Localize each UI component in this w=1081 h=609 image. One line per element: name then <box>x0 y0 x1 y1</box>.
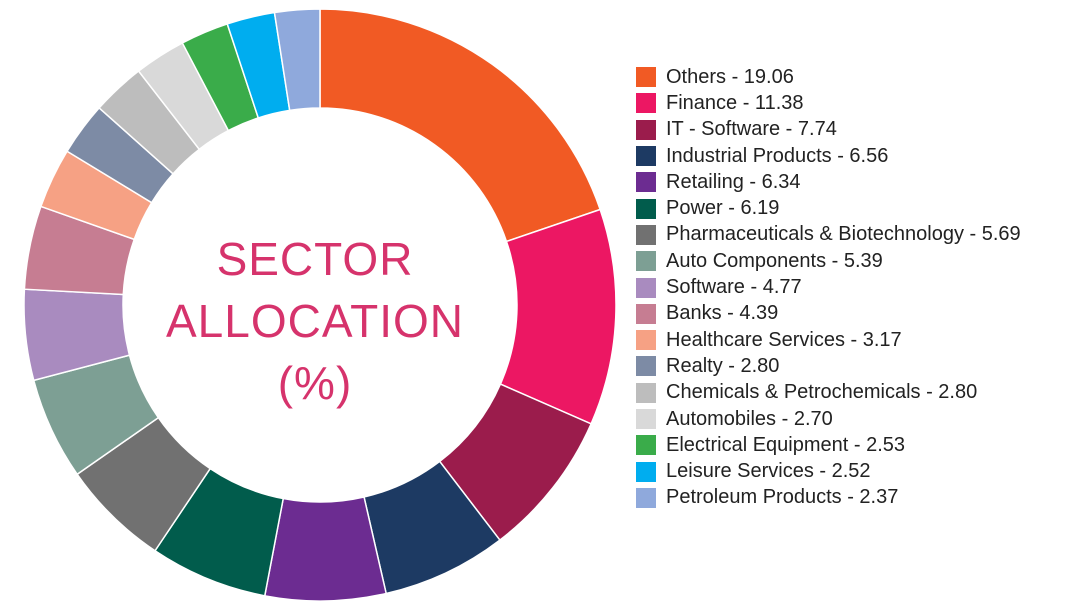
legend-item: Healthcare Services - 3.17 <box>636 327 1076 353</box>
donut-slice-16 <box>273 8 321 112</box>
legend-item: Industrial Products - 6.56 <box>636 143 1076 169</box>
legend-swatch <box>636 461 656 482</box>
legend-swatch <box>636 330 656 351</box>
legend-label: Automobiles - 2.70 <box>666 407 833 430</box>
legend-label: Power - 6.19 <box>666 197 780 220</box>
legend-swatch <box>636 303 656 324</box>
legend-swatch <box>636 382 656 403</box>
legend-label: Industrial Products - 6.56 <box>666 144 889 167</box>
legend-label: Finance - 11.38 <box>666 91 804 114</box>
legend-item: Automobiles - 2.70 <box>636 406 1076 432</box>
legend-item: Pharmaceuticals & Biotechnology - 5.69 <box>636 222 1076 248</box>
chart-title-line-1: SECTOR <box>216 233 414 285</box>
chart-legend: Others - 19.06 Finance - 11.38 IT - Softwa… <box>636 64 1076 511</box>
legend-label: Banks - 4.39 <box>666 302 779 325</box>
donut-slice-4 <box>263 496 388 602</box>
legend-item: Auto Components - 5.39 <box>636 248 1076 274</box>
legend-swatch <box>636 119 656 140</box>
legend-swatch <box>636 356 656 377</box>
legend-swatch <box>636 409 656 429</box>
legend-item: Petroleum Products - 2.37 <box>636 485 1076 511</box>
legend-item: Software - 4.77 <box>636 274 1076 300</box>
legend-label: Software - 4.77 <box>666 276 802 299</box>
legend-swatch <box>636 172 656 193</box>
legend-swatch <box>636 251 656 272</box>
legend-item: Chemicals & Petrochemicals - 2.80 <box>636 380 1076 406</box>
chart-title-line-2: ALLOCATION <box>166 295 464 347</box>
legend-label: Auto Components - 5.39 <box>666 249 883 272</box>
legend-swatch <box>636 146 656 167</box>
legend-item: Realty - 2.80 <box>636 353 1076 379</box>
legend-swatch <box>636 487 656 508</box>
legend-label: Healthcare Services - 3.17 <box>666 328 902 351</box>
legend-label: Leisure Services - 2.52 <box>666 460 871 483</box>
legend-item: Banks - 4.39 <box>636 301 1076 327</box>
donut-slice-0 <box>319 8 602 243</box>
legend-item: Finance - 11.38 <box>636 90 1076 116</box>
legend-item: Power - 6.19 <box>636 195 1076 221</box>
legend-label: Chemicals & Petrochemicals - 2.80 <box>666 381 978 404</box>
chart-title-line-3: (%) <box>277 357 353 409</box>
legend-swatch <box>636 198 656 219</box>
legend-swatch <box>636 277 656 298</box>
legend-label: Retailing - 6.34 <box>666 170 801 193</box>
legend-swatch <box>636 224 656 245</box>
legend-swatch <box>636 435 656 456</box>
chart-title: SECTOR ALLOCATION (%) <box>160 228 470 414</box>
legend-label: Petroleum Products - 2.37 <box>666 486 899 509</box>
legend-label: Realty - 2.80 <box>666 354 780 377</box>
legend-item: Electrical Equipment - 2.53 <box>636 432 1076 458</box>
legend-label: Electrical Equipment - 2.53 <box>666 433 906 456</box>
legend-item: Others - 19.06 <box>636 64 1076 90</box>
legend-label: IT - Software - 7.74 <box>666 118 837 141</box>
legend-label: Others - 19.06 <box>666 65 794 88</box>
legend-swatch <box>636 93 656 114</box>
legend-label: Pharmaceuticals & Biotechnology - 5.69 <box>666 223 1021 246</box>
donut-chart <box>23 8 617 602</box>
legend-item: Retailing - 6.34 <box>636 169 1076 195</box>
legend-item: Leisure Services - 2.52 <box>636 458 1076 484</box>
legend-item: IT - Software - 7.74 <box>636 117 1076 143</box>
legend-swatch <box>636 67 656 88</box>
sector-allocation-chart: SECTOR ALLOCATION (%) <box>23 8 617 602</box>
